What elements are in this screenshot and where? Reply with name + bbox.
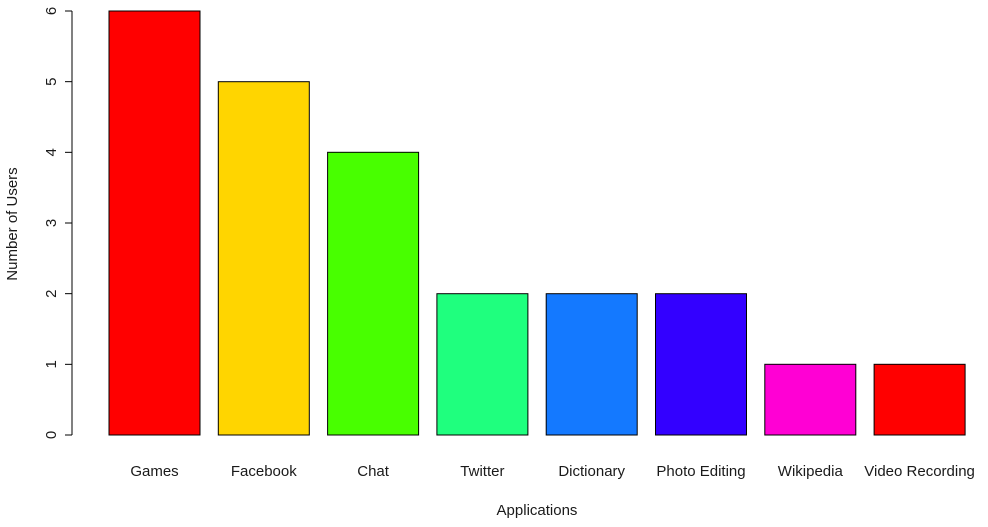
- y-tick-label: 1: [43, 360, 60, 368]
- bar-video-recording: [873, 363, 966, 436]
- y-axis-title: Number of Users: [4, 167, 21, 280]
- x-tick-label: Photo Editing: [656, 463, 745, 480]
- bar-dictionary: [545, 293, 638, 436]
- y-tick-label: 2: [43, 289, 60, 297]
- x-tick-label: Games: [130, 463, 178, 480]
- bar-wikipedia: [764, 363, 857, 436]
- bar-games: [108, 10, 201, 436]
- y-tick-label: 4: [43, 148, 60, 156]
- x-axis-title: Applications: [497, 502, 578, 519]
- y-tick-label: 0: [43, 431, 60, 439]
- x-tick-label: Twitter: [460, 463, 504, 480]
- x-tick-label: Wikipedia: [778, 463, 844, 480]
- x-tick-label: Dictionary: [558, 463, 625, 480]
- bar-twitter: [436, 293, 529, 436]
- category-labels: Games Facebook Chat Twitter Dictionary Photo …: [130, 463, 975, 480]
- x-tick-label: Facebook: [231, 463, 297, 480]
- bar-chat: [327, 151, 420, 436]
- bar-photo-editing: [655, 293, 747, 436]
- y-axis: 0 1 2 3 4 5 6: [43, 7, 73, 439]
- y-tick-label: 3: [43, 219, 60, 227]
- x-tick-label: Chat: [357, 463, 390, 480]
- y-tick-label: 5: [43, 77, 60, 85]
- x-tick-label: Video Recording: [864, 463, 975, 480]
- bars: [108, 10, 966, 436]
- bar-facebook: [217, 81, 310, 436]
- y-tick-label: 6: [43, 7, 60, 15]
